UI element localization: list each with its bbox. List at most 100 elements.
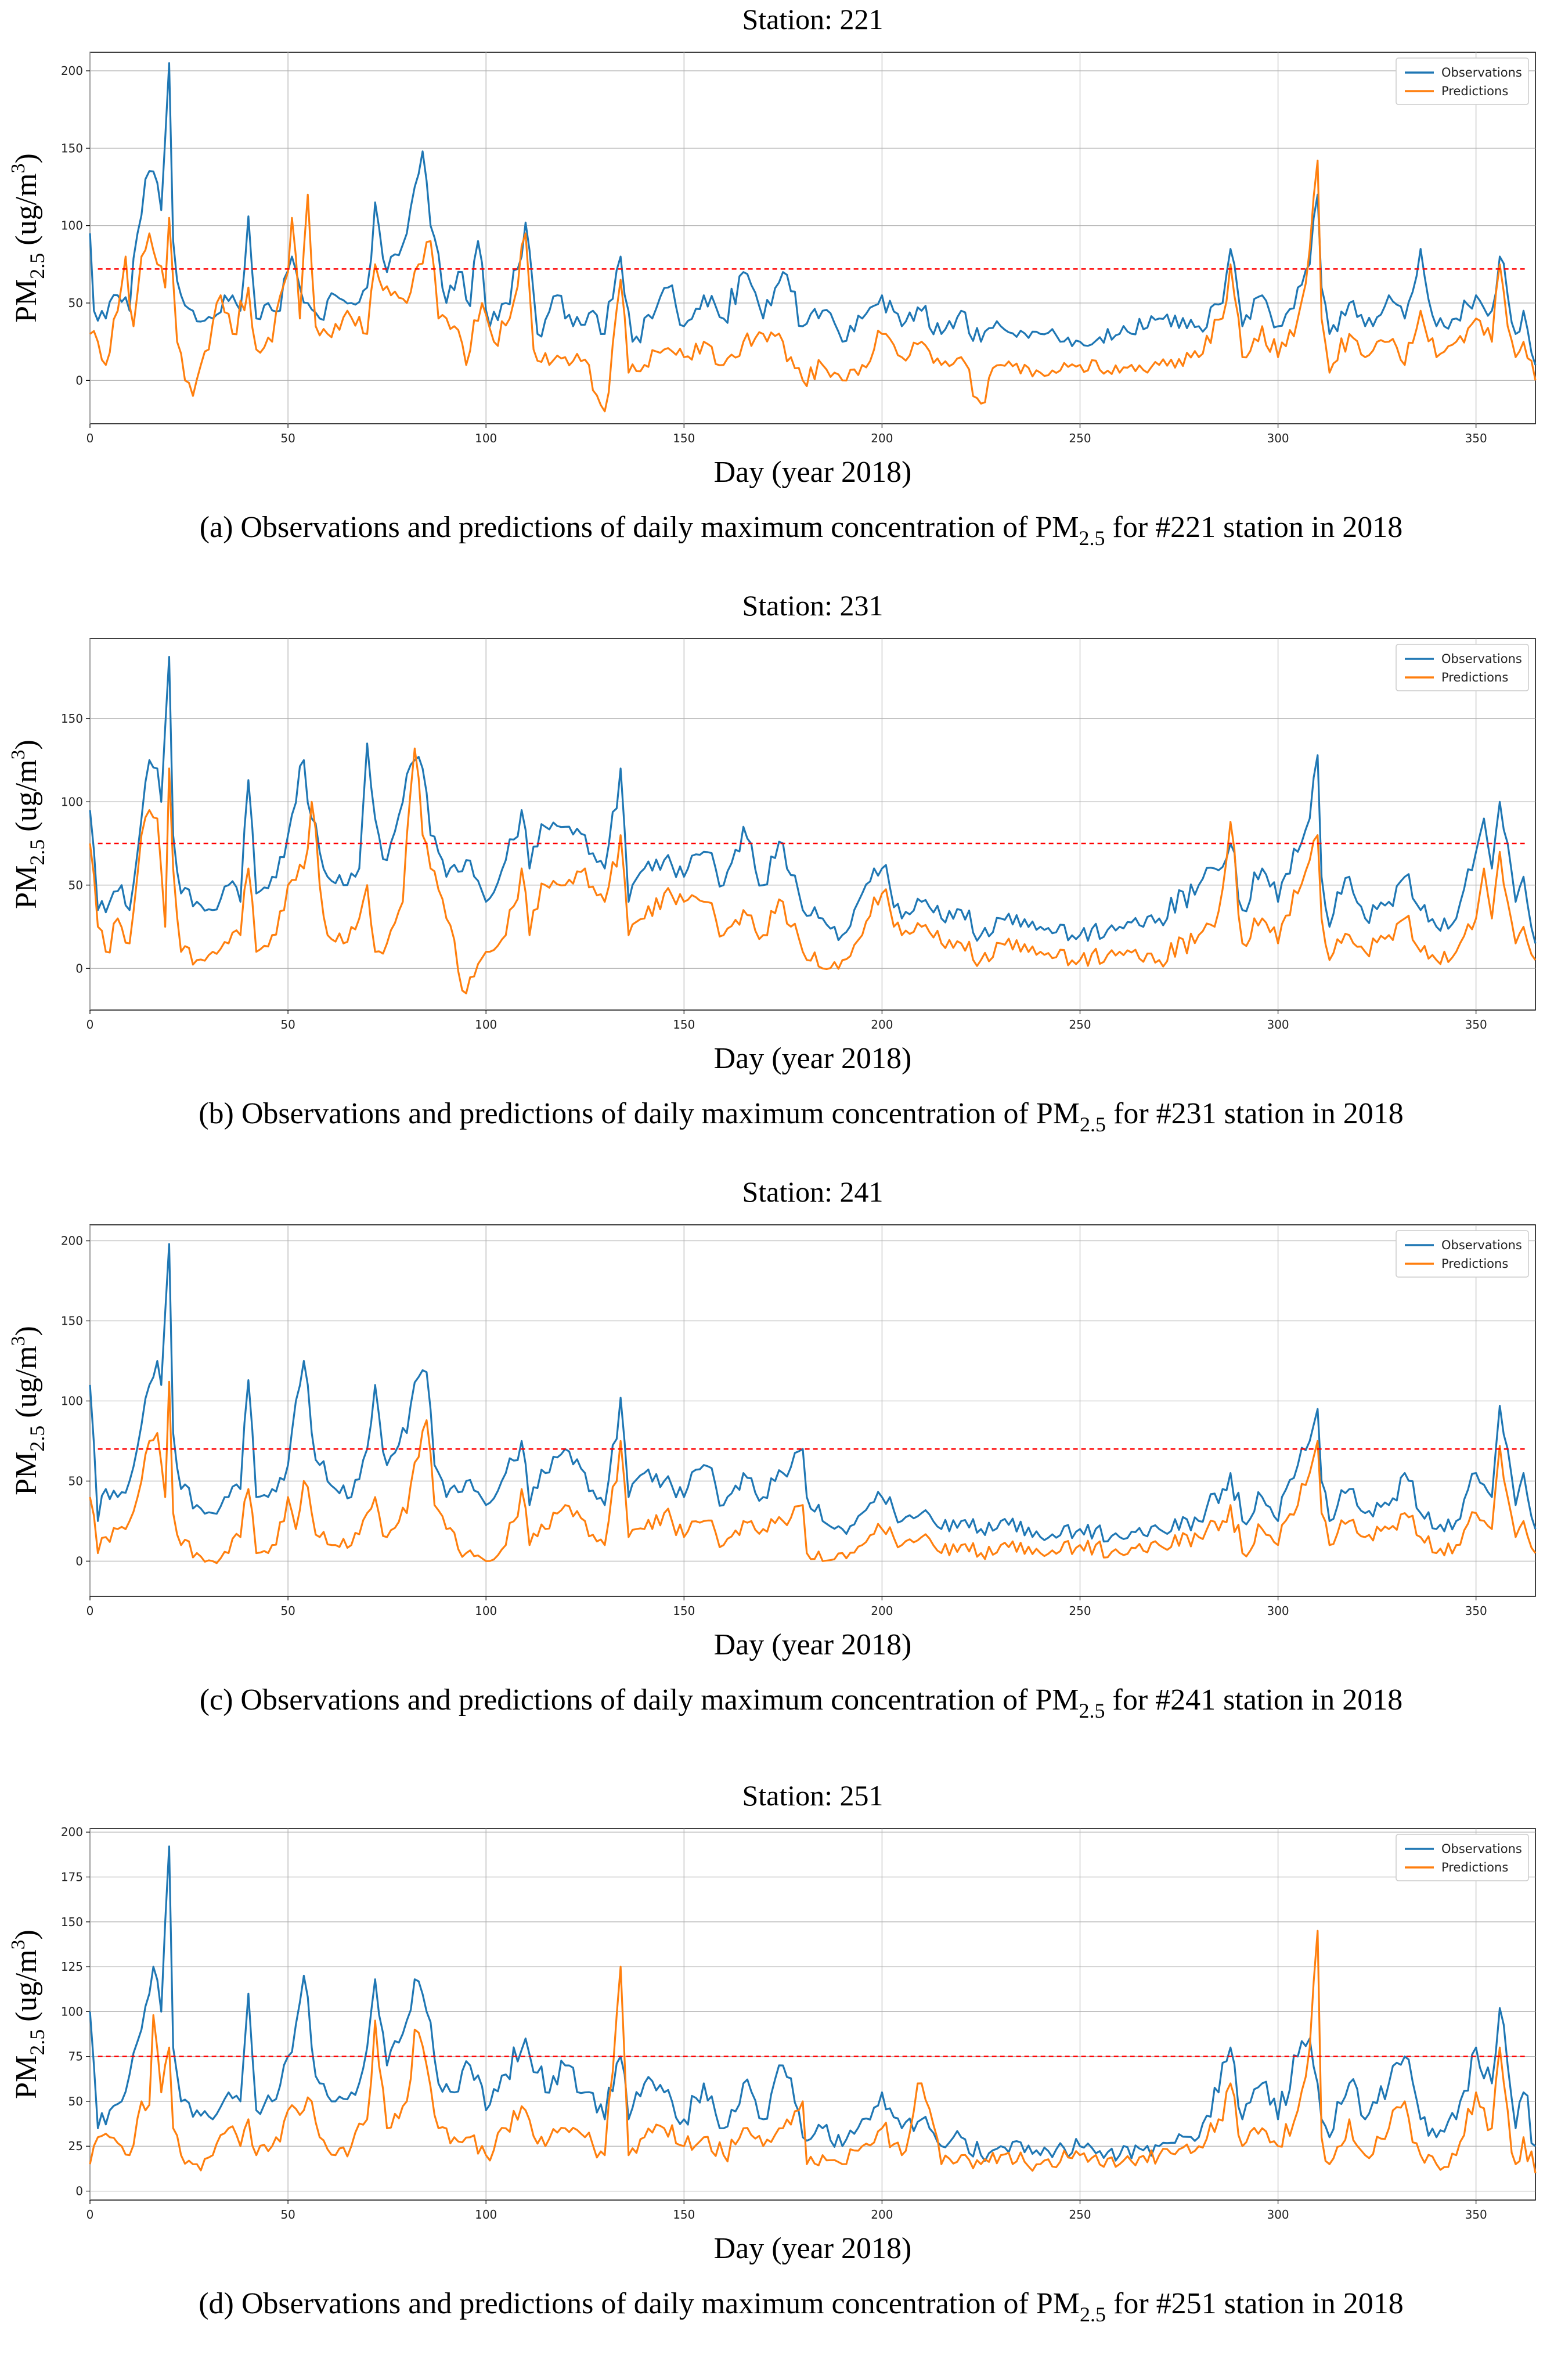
predictions-line [89, 747, 1537, 994]
x-tick-label: 300 [1267, 1018, 1289, 1032]
plot-area [89, 52, 1536, 424]
y-tick-label: 50 [68, 1474, 83, 1488]
x-tick-label: 300 [1267, 2208, 1289, 2222]
x-tick-label: 250 [1069, 431, 1091, 445]
y-tick-label: 0 [75, 961, 83, 975]
y-axis-label-sub: 2.5 [26, 839, 49, 866]
y-axis-label-sup: 3 [8, 1336, 29, 1346]
x-tick-label: 300 [1267, 1604, 1289, 1618]
x-axis-label: Day (year 2018) [714, 1628, 912, 1661]
caption-subscript: 2.5 [1080, 2303, 1106, 2326]
caption-text: (d) Observations and predictions of dail… [199, 2287, 1080, 2320]
x-tick-label: 0 [86, 431, 94, 445]
y-axis-label-sup: 3 [8, 749, 29, 759]
figure-caption: (c) Observations and predictions of dail… [200, 1683, 1403, 1722]
y-axis-label: PM2.5 (ug/m3) [8, 740, 49, 909]
x-tick-label: 0 [86, 2208, 94, 2222]
figure-caption: (d) Observations and predictions of dail… [199, 2287, 1404, 2326]
y-tick-label: 200 [61, 1825, 83, 1839]
caption-subscript: 2.5 [1079, 527, 1105, 550]
legend-label: Observations [1441, 1238, 1522, 1252]
y-tick-label: 175 [61, 1870, 83, 1884]
caption-subscript: 2.5 [1080, 1113, 1106, 1136]
y-tick-label: 50 [68, 878, 83, 892]
x-tick-label: 200 [871, 1018, 893, 1032]
chart-svg: Station: 241 0 50 100 150 200 250 300 350 0 50 100 1… [8, 1175, 1537, 1722]
x-tick-label: 300 [1267, 431, 1289, 445]
figure-caption: (a) Observations and predictions of dail… [200, 511, 1403, 550]
y-axis-label-unit: (ug/m [10, 1346, 43, 1425]
chart-svg: Station: 251 0 50 100 150 200 250 300 350 0 25 50 75… [8, 1779, 1537, 2326]
y-tick-label: 100 [61, 795, 83, 809]
y-axis-label-close: ) [10, 740, 43, 749]
y-axis-label-close: ) [10, 1930, 43, 1939]
observations-line [89, 62, 1537, 366]
x-tick-label: 200 [871, 1604, 893, 1618]
x-axis-label: Day (year 2018) [714, 2232, 912, 2265]
legend-label: Predictions [1441, 1257, 1508, 1271]
y-tick-label: 125 [61, 1960, 83, 1974]
x-axis-label: Day (year 2018) [714, 456, 912, 489]
y-tick-label: 200 [61, 64, 83, 78]
chart-svg: Station: 221 0 50 100 150 200 250 300 350 0 50 100 1… [8, 3, 1537, 550]
y-axis-label-sub: 2.5 [26, 253, 49, 279]
x-tick-label: 100 [475, 1604, 497, 1618]
y-axis-label-close: ) [10, 1326, 43, 1336]
y-tick-label: 0 [75, 2184, 83, 2198]
predictions-line [89, 1930, 1537, 2173]
caption-text-end: for #251 station in 2018 [1106, 2287, 1404, 2320]
predictions-line [89, 1380, 1537, 1564]
chart-title: Station: 231 [742, 589, 883, 622]
x-tick-label: 250 [1069, 2208, 1091, 2222]
y-tick-label: 100 [61, 1394, 83, 1408]
y-tick-label: 100 [61, 219, 83, 233]
x-tick-label: 100 [475, 431, 497, 445]
chart-panel-station-251: Station: 251 0 50 100 150 200 250 300 350 0 25 50 75… [0, 1776, 1554, 2380]
x-tick-label: 50 [280, 1604, 295, 1618]
x-tick-label: 100 [475, 2208, 497, 2222]
caption-text: (b) Observations and predictions of dail… [199, 1097, 1080, 1130]
x-tick-label: 350 [1465, 431, 1487, 445]
y-axis-label-main: PM [10, 2056, 43, 2099]
legend: Observations Predictions [1396, 1834, 1529, 1881]
y-tick-label: 150 [61, 1314, 83, 1328]
chart-title: Station: 241 [742, 1175, 883, 1208]
x-tick-label: 0 [86, 1604, 94, 1618]
caption-text-end: for #221 station in 2018 [1105, 511, 1403, 544]
y-tick-label: 75 [68, 2050, 83, 2064]
x-tick-label: 50 [280, 1018, 295, 1032]
legend-label: Observations [1441, 652, 1522, 666]
y-axis-label-main: PM [10, 279, 43, 323]
legend-box [1396, 644, 1529, 691]
y-axis-label-sub: 2.5 [26, 2029, 49, 2056]
x-tick-label: 350 [1465, 2208, 1487, 2222]
legend-box [1396, 57, 1529, 105]
predictions-line [89, 160, 1537, 413]
observations-line [89, 1243, 1537, 1543]
chart-panel-station-241: Station: 241 0 50 100 150 200 250 300 350 0 50 100 1… [0, 1173, 1554, 1776]
caption-subscript: 2.5 [1079, 1699, 1105, 1722]
legend-label: Observations [1441, 1842, 1522, 1856]
plot-area [89, 1828, 1536, 2201]
plot-area [89, 1224, 1536, 1597]
x-tick-label: 0 [86, 1018, 94, 1032]
y-axis-label: PM2.5 (ug/m3) [8, 153, 49, 323]
x-tick-label: 50 [280, 431, 295, 445]
y-axis-label: PM2.5 (ug/m3) [8, 1930, 49, 2099]
chart-panel-station-221: Station: 221 0 50 100 150 200 250 300 350 0 50 100 1… [0, 0, 1554, 604]
x-axis-label: Day (year 2018) [714, 1042, 912, 1075]
chart-title: Station: 221 [742, 3, 883, 35]
y-axis-label-sup: 3 [8, 1939, 29, 1949]
y-axis-label-sub: 2.5 [26, 1426, 49, 1452]
y-tick-label: 150 [61, 1915, 83, 1929]
y-axis-label: PM2.5 (ug/m3) [8, 1326, 49, 1495]
legend-box [1396, 1230, 1529, 1278]
x-tick-label: 100 [475, 1018, 497, 1032]
figure-caption: (b) Observations and predictions of dail… [199, 1097, 1404, 1136]
x-tick-label: 150 [673, 2208, 695, 2222]
chart-panel-station-231: Station: 231 0 50 100 150 200 250 300 350 0 50 100 1… [0, 586, 1554, 1190]
x-tick-label: 200 [871, 2208, 893, 2222]
caption-text-end: for #241 station in 2018 [1105, 1683, 1403, 1717]
x-tick-label: 200 [871, 431, 893, 445]
x-tick-label: 350 [1465, 1604, 1487, 1618]
